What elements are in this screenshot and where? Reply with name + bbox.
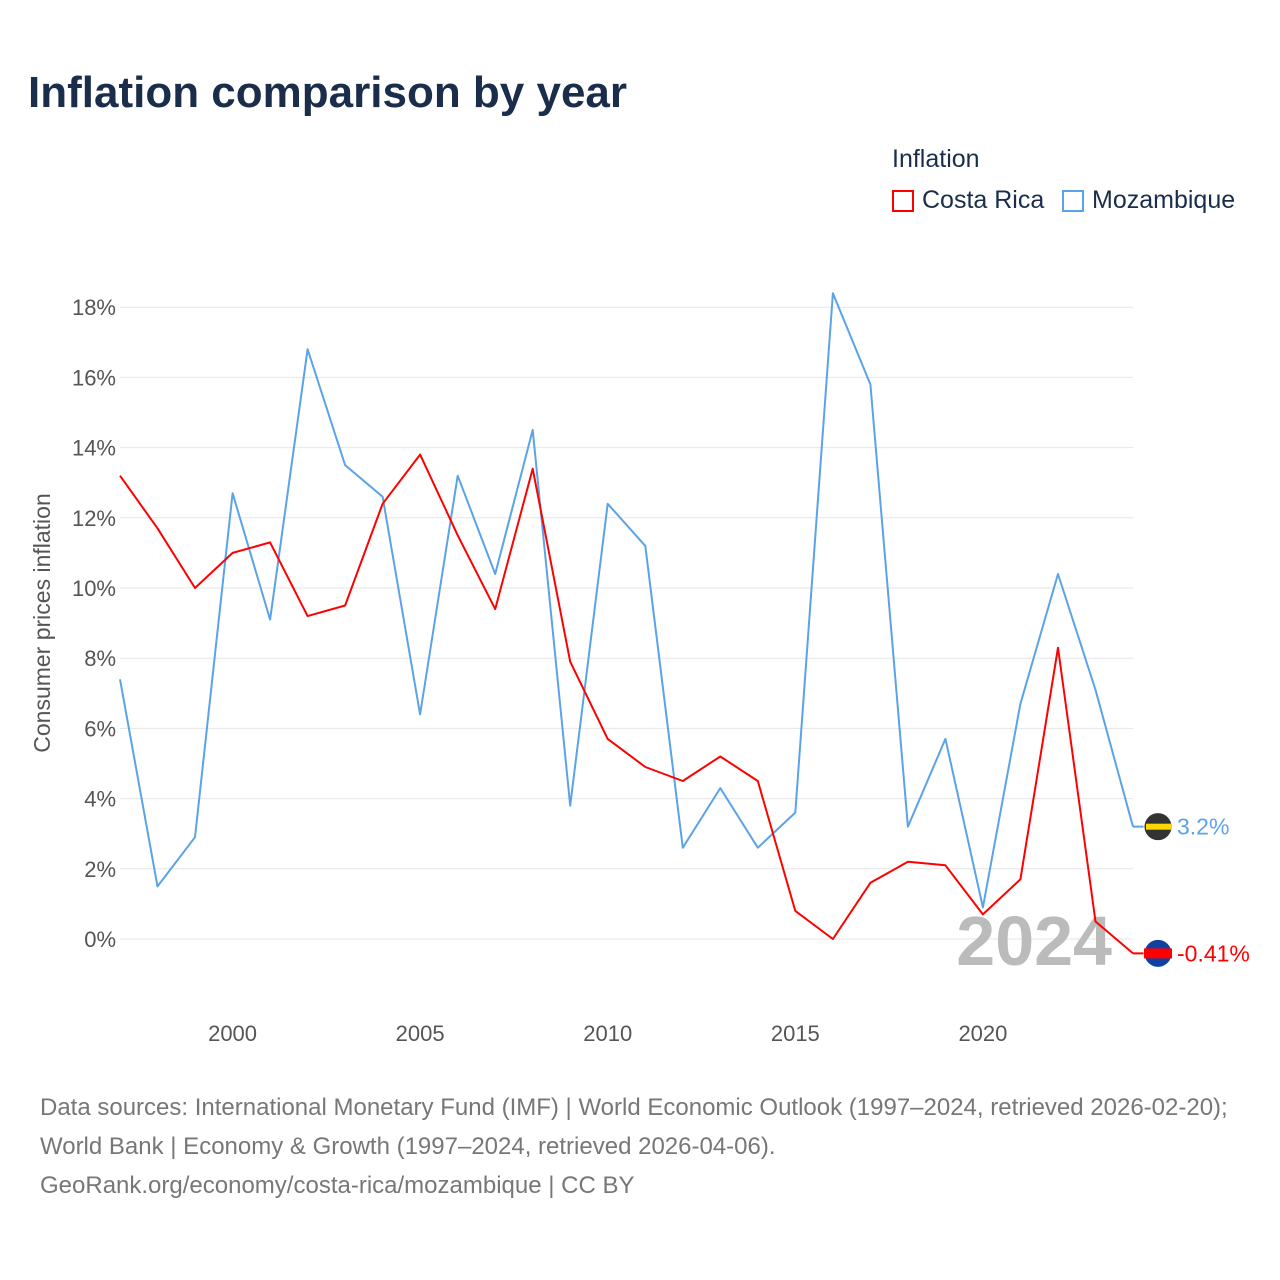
y-tick-label: 0% — [84, 927, 116, 952]
end-value-label: 3.2% — [1177, 814, 1229, 840]
y-axis-label: Consumer prices inflation — [29, 493, 55, 753]
source-text: Data sources: International Monetary Fun… — [40, 1094, 1228, 1160]
legend-item-mozambique[interactable]: Mozambique — [1062, 186, 1235, 215]
end-value-label: -0.41% — [1177, 940, 1250, 966]
y-tick-label: 6% — [84, 716, 116, 741]
x-tick-label: 2015 — [771, 1021, 820, 1046]
y-tick-label: 8% — [84, 646, 116, 671]
y-tick-label: 2% — [84, 857, 116, 882]
x-tick-label: 2010 — [583, 1021, 632, 1046]
series-line-mozambique — [119, 292, 1134, 909]
legend-label: Mozambique — [1092, 186, 1236, 214]
legend-label: Costa Rica — [922, 186, 1045, 214]
y-tick-label: 12% — [72, 506, 116, 531]
source-note: Data sources: International Monetary Fun… — [40, 1088, 1250, 1205]
flag-stripe — [1144, 948, 1172, 959]
series-line-costa-rica — [119, 453, 1134, 955]
chart-title: Inflation comparison by year — [28, 68, 628, 117]
y-tick-label: 10% — [72, 576, 116, 601]
flag-stripe — [1146, 823, 1172, 830]
y-tick-label: 4% — [84, 787, 116, 812]
year-watermark: 2024 — [956, 902, 1112, 980]
legend-title: Inflation — [892, 145, 980, 173]
y-tick-label: 18% — [72, 295, 116, 320]
legend-swatch — [1062, 189, 1084, 212]
x-tick-label: 2000 — [208, 1021, 257, 1046]
source-link[interactable]: GeoRank.org/economy/costa-rica/mozambiqu… — [40, 1172, 635, 1199]
y-tick-label: 16% — [72, 365, 116, 390]
legend-swatch — [892, 189, 914, 212]
legend-item-costa-rica[interactable]: Costa Rica — [892, 186, 1044, 215]
x-tick-label: 2020 — [958, 1021, 1007, 1046]
y-tick-label: 14% — [72, 436, 116, 461]
x-tick-label: 2005 — [396, 1021, 445, 1046]
